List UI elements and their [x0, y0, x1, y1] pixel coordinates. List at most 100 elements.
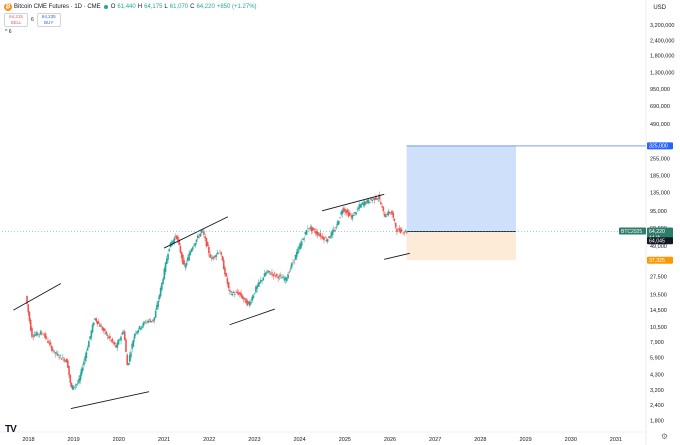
candle-body: [123, 331, 126, 340]
indicators-toggle[interactable]: ^ 6: [5, 29, 12, 35]
candle-body: [226, 278, 229, 284]
candle-body: [131, 343, 133, 349]
candle-body: [283, 278, 286, 281]
candle-body: [241, 295, 244, 299]
candle-body: [289, 268, 292, 269]
tradingview-logo-icon[interactable]: TV: [5, 424, 17, 435]
candle-body: [300, 241, 303, 247]
candle-body: [84, 356, 86, 362]
candle-body: [179, 245, 182, 253]
y-tick-label: 27,500: [650, 274, 667, 280]
candle-body: [281, 277, 283, 279]
close-label: C: [190, 4, 195, 10]
candle-body: [293, 260, 296, 261]
candle-body: [222, 260, 225, 270]
candle-body: [359, 204, 361, 208]
trend-line[interactable]: [13, 283, 62, 311]
candle-body: [89, 336, 91, 340]
candle-body: [151, 320, 153, 322]
candle-body: [110, 340, 112, 341]
y-tick-label: 950,000: [650, 87, 670, 93]
candle-body: [198, 236, 200, 238]
y-tick-label: 1,800: [650, 418, 664, 424]
candle-body: [339, 217, 341, 218]
candle-body: [234, 294, 236, 295]
candle-body: [230, 291, 232, 293]
candle-body: [271, 272, 273, 274]
candle-body: [28, 311, 31, 321]
candle-body: [308, 228, 310, 230]
candle-body: [184, 264, 187, 268]
candle-body: [333, 229, 335, 232]
trend-line[interactable]: [384, 252, 410, 260]
candle-body: [217, 252, 220, 254]
stop-zone[interactable]: [406, 231, 516, 261]
candle-body: [351, 214, 354, 219]
candle-body: [38, 334, 41, 335]
trend-line[interactable]: [163, 216, 229, 249]
target-zone[interactable]: [406, 145, 516, 232]
candle-body: [93, 322, 95, 326]
symbol-title[interactable]: Bitcoin CME Futures · 1D · CME: [14, 4, 101, 10]
candle-body: [383, 213, 386, 217]
candle-body: [175, 235, 178, 239]
candle-body: [156, 304, 158, 310]
low-label: L: [164, 4, 168, 10]
candle-body: [121, 332, 124, 335]
trend-line[interactable]: [321, 193, 385, 212]
candle-body: [166, 258, 168, 264]
trend-line[interactable]: [70, 391, 150, 410]
candle-body: [76, 382, 79, 384]
candle-body: [154, 310, 157, 318]
buy-button[interactable]: 64,235 BUY: [36, 13, 61, 27]
candle-body: [149, 320, 152, 323]
candle-body: [220, 252, 223, 255]
candle-body: [80, 368, 83, 376]
candle-body: [112, 342, 115, 344]
candle-body: [396, 228, 398, 233]
candle-body: [122, 331, 125, 334]
candle-body: [127, 363, 130, 365]
candle-body: [104, 329, 106, 331]
trend-lines[interactable]: [13, 193, 410, 410]
candle-body: [101, 327, 104, 331]
candle-body: [263, 273, 266, 277]
candle-body: [174, 236, 177, 238]
candle-body: [287, 274, 289, 279]
x-tick-label: 2023: [248, 437, 260, 443]
gear-icon[interactable]: ⚙: [660, 432, 668, 441]
trend-line[interactable]: [229, 308, 275, 326]
candle-body: [392, 212, 395, 218]
time-axis[interactable]: 2018 2019 2020 2021 2022 2023 2024 2025 2026 2027…: [0, 431, 646, 443]
candle-body: [319, 232, 322, 237]
candle-body: [194, 243, 197, 246]
candle-body: [126, 354, 129, 366]
candle-body: [227, 282, 230, 289]
x-tick-label: 2019: [68, 437, 80, 443]
position-zones[interactable]: [406, 145, 646, 261]
candle-body: [276, 273, 278, 276]
y-tick-label: 3,200: [650, 388, 664, 394]
candle-body: [346, 209, 349, 213]
candle-body: [73, 386, 75, 389]
price-axis[interactable]: 3,200,000 2,400,000 1,800,000 1,300,000 950,…: [645, 0, 674, 445]
candle-body: [375, 196, 377, 200]
candle-body: [50, 345, 53, 351]
candle-body: [180, 252, 183, 258]
candle-body: [201, 230, 204, 231]
candle-body: [68, 365, 70, 376]
y-tick-label: 49,000: [650, 244, 667, 250]
candle-body: [117, 340, 120, 345]
price-tag-countdown: 4d 4h: [649, 235, 661, 240]
candle-body: [274, 275, 277, 277]
candle-body: [399, 228, 402, 233]
sell-button[interactable]: 64,215 SELL: [4, 13, 28, 27]
price-tag-label: 64,220: [649, 229, 665, 235]
candle-body: [298, 246, 300, 249]
candle-body: [344, 208, 346, 212]
price-tag-label: 37,325: [649, 258, 665, 264]
candle-body: [55, 352, 58, 354]
candle-body: [130, 352, 132, 358]
y-tick-label: 2,400: [650, 403, 664, 409]
